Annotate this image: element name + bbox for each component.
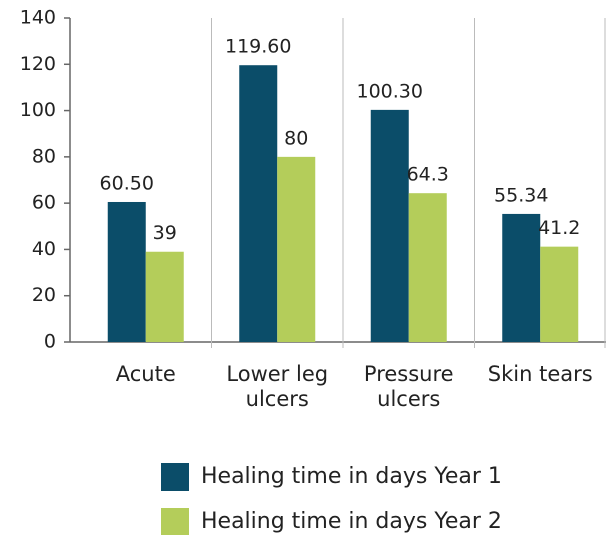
- y-tick-label: 140: [20, 7, 56, 29]
- x-tick-label: Skin tears: [487, 362, 593, 386]
- bar: [408, 193, 447, 342]
- data-label: 64.3: [407, 164, 449, 186]
- legend-swatch: [161, 508, 189, 535]
- bar: [370, 109, 409, 343]
- y-tick-label: 40: [32, 238, 56, 260]
- legend-swatch: [161, 463, 189, 491]
- y-tick-label: 60: [32, 192, 56, 214]
- y-tick-label: 0: [44, 331, 56, 353]
- bar: [239, 65, 278, 342]
- data-label: 41.2: [538, 217, 580, 239]
- data-label: 80: [284, 127, 308, 149]
- bar: [145, 251, 184, 342]
- y-tick-label: 80: [32, 145, 56, 167]
- bar: [277, 156, 316, 342]
- legend-label: Healing time in days Year 2: [201, 509, 502, 534]
- y-tick-label: 100: [20, 99, 56, 121]
- legend-label: Healing time in days Year 1: [201, 464, 502, 489]
- y-tick-label: 20: [32, 284, 56, 306]
- x-tick-label: Acute: [115, 362, 176, 386]
- x-tick-label: Lower leg ulcers: [226, 362, 329, 411]
- y-tick-label: 120: [20, 53, 56, 75]
- bar: [107, 201, 146, 342]
- bar: [540, 246, 579, 342]
- x-tick-label: Pressure ulcers: [363, 362, 454, 411]
- data-label: 60.50: [100, 172, 154, 194]
- bar: [502, 213, 541, 342]
- data-label: 119.60: [225, 36, 291, 58]
- data-label: 39: [153, 222, 177, 244]
- data-label: 100.30: [357, 80, 423, 102]
- data-label: 55.34: [494, 184, 548, 206]
